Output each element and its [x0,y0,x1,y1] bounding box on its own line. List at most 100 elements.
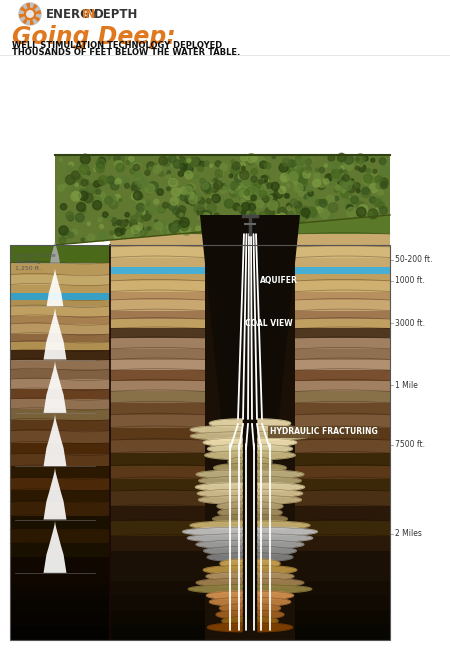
Circle shape [325,174,332,181]
Wedge shape [22,14,30,24]
Circle shape [231,166,240,175]
Circle shape [308,191,313,196]
Circle shape [139,230,144,234]
Circle shape [200,178,205,183]
Circle shape [282,176,286,180]
Circle shape [138,179,148,189]
Circle shape [198,215,202,219]
Circle shape [260,161,267,168]
Circle shape [284,174,289,179]
Circle shape [285,194,289,198]
Circle shape [158,205,166,213]
Circle shape [97,162,104,169]
Circle shape [248,187,258,196]
Bar [110,291,390,300]
Circle shape [291,164,299,172]
Circle shape [270,191,278,198]
Bar [10,543,110,557]
Bar [10,263,110,274]
Circle shape [168,202,177,210]
Bar [110,360,390,370]
Text: AQUIFER: AQUIFER [260,276,298,286]
Circle shape [59,226,68,235]
Circle shape [86,180,89,183]
Circle shape [250,212,256,217]
Bar [10,455,110,466]
Circle shape [251,168,257,175]
Circle shape [180,213,183,216]
Circle shape [81,179,88,186]
Circle shape [242,166,245,170]
Circle shape [230,174,233,178]
Polygon shape [228,457,242,466]
Circle shape [306,159,312,165]
Circle shape [169,178,177,187]
Circle shape [105,196,112,204]
Bar [10,245,390,640]
Circle shape [148,206,157,215]
Circle shape [357,202,364,208]
Circle shape [93,200,102,210]
Circle shape [328,202,338,212]
Circle shape [145,170,150,176]
Circle shape [351,196,359,204]
Wedge shape [30,14,34,25]
Circle shape [240,170,249,179]
Circle shape [205,210,212,216]
Wedge shape [30,4,38,14]
Circle shape [320,209,329,219]
Circle shape [167,172,171,176]
Polygon shape [220,604,242,612]
Circle shape [169,224,173,227]
Polygon shape [196,578,242,587]
Circle shape [157,189,163,195]
Bar [110,479,390,491]
Circle shape [338,153,346,162]
Circle shape [191,191,201,202]
Circle shape [202,183,209,189]
Text: THOUSANDS OF FEET BELOW THE WATER TABLE.: THOUSANDS OF FEET BELOW THE WATER TABLE. [12,48,240,57]
Circle shape [99,155,107,164]
Circle shape [331,169,338,176]
Circle shape [135,172,140,177]
Circle shape [153,165,161,174]
Circle shape [131,193,138,200]
Circle shape [199,161,205,167]
Circle shape [210,183,214,187]
Circle shape [130,219,137,227]
Polygon shape [44,308,67,360]
Circle shape [337,157,343,163]
Polygon shape [206,572,242,580]
Circle shape [182,226,191,235]
Circle shape [188,183,195,191]
Circle shape [220,184,227,190]
Circle shape [346,200,350,202]
Circle shape [160,225,170,234]
Polygon shape [190,425,242,434]
Bar [110,247,390,257]
Circle shape [140,210,145,215]
Circle shape [288,172,298,182]
Circle shape [291,172,298,179]
Circle shape [114,233,121,239]
Bar [110,370,390,381]
Polygon shape [55,155,390,245]
Circle shape [355,166,359,170]
Circle shape [197,204,204,210]
Circle shape [296,212,303,219]
Bar [10,389,110,399]
Polygon shape [198,489,242,498]
Polygon shape [258,553,293,561]
Circle shape [147,200,151,204]
Circle shape [358,162,363,166]
Circle shape [131,225,140,234]
Polygon shape [258,534,313,542]
Circle shape [341,189,350,198]
Circle shape [335,172,341,178]
Circle shape [225,182,232,189]
Circle shape [110,231,114,234]
Polygon shape [258,616,278,626]
Circle shape [223,223,227,227]
Circle shape [377,196,384,204]
Circle shape [87,172,90,175]
